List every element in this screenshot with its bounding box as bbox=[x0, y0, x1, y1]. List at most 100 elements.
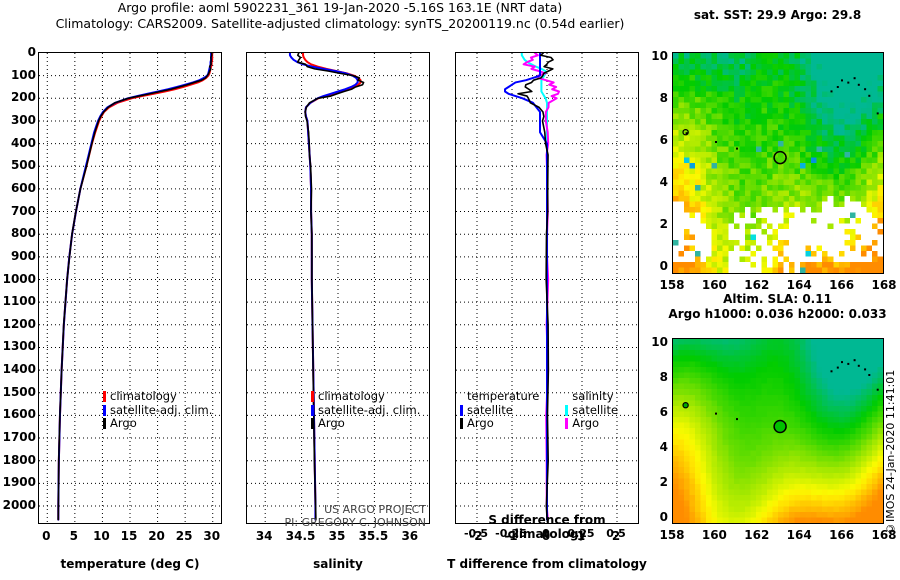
sla-map-panel bbox=[672, 338, 884, 524]
map-lon-tick-label: 158 bbox=[659, 528, 685, 542]
t-difference-tick-label: 0 bbox=[541, 529, 551, 543]
project-credit: US ARGO PROJECT PI: GREGORY C. JOHNSON bbox=[250, 503, 426, 529]
temperature-axis-label: temperature (deg C) bbox=[60, 557, 200, 571]
legend-item: satellite bbox=[460, 402, 539, 418]
map-lon-tick-label: 164 bbox=[786, 278, 812, 292]
temperature-plot bbox=[39, 53, 221, 523]
t-difference-tick-label: 1 bbox=[576, 529, 586, 543]
legend-column: temperature satellite Argo bbox=[460, 389, 540, 431]
map-lat-tick-label: 4 bbox=[659, 174, 668, 189]
map-lon-tick-label: 162 bbox=[744, 278, 770, 292]
map-lon-tick-label: 160 bbox=[701, 528, 727, 542]
depth-tick-label: 700 bbox=[10, 203, 36, 218]
map-lat-tick-label: 8 bbox=[659, 369, 668, 384]
legend-color-swatch bbox=[311, 418, 314, 430]
legend-label: Argo bbox=[467, 416, 494, 430]
legend-item: Argo bbox=[103, 416, 212, 431]
temperature-panel bbox=[38, 52, 222, 524]
depth-tick-label: 500 bbox=[10, 158, 36, 173]
sla-title-line-2: Argo h1000: 0.036 h2000: 0.033 bbox=[668, 307, 887, 321]
map-lon-tick-label: 168 bbox=[871, 278, 897, 292]
legend-color-swatch bbox=[460, 404, 463, 416]
map-lat-tick-label: 2 bbox=[659, 474, 668, 489]
legend-color-swatch bbox=[103, 418, 106, 430]
difference-plot bbox=[456, 53, 638, 523]
map-lon-tick-label: 158 bbox=[659, 278, 685, 292]
legend-label: satellite bbox=[467, 402, 513, 417]
map-lat-tick-label: 4 bbox=[659, 439, 668, 454]
salinity-panel bbox=[246, 52, 430, 524]
depth-tick-label: 400 bbox=[10, 135, 36, 150]
depth-tick-label: 1600 bbox=[2, 407, 36, 422]
difference-legend: temperature satellite Argo salinity satellit… bbox=[460, 389, 618, 431]
map-lon-tick-label: 160 bbox=[701, 278, 727, 292]
depth-tick-label: 1100 bbox=[2, 294, 36, 309]
map-lat-tick-label: 10 bbox=[651, 49, 668, 64]
temperature-tick-label: 25 bbox=[175, 529, 193, 543]
t-difference-tick-label: -2 bbox=[469, 529, 483, 543]
map-lat-tick-label: 6 bbox=[659, 404, 668, 419]
temperature-legend: climatology satellite-adj. clim. Argo bbox=[103, 389, 213, 431]
s-difference-tick-label: 0.5 bbox=[606, 527, 626, 540]
depth-tick-label: 100 bbox=[10, 67, 36, 82]
s-difference-tick-label: -0.5 bbox=[463, 527, 489, 540]
legend-item: Argo bbox=[565, 416, 618, 431]
legend-label: satellite-adj. clim. bbox=[110, 402, 213, 417]
legend-item: satellite-adj. clim. bbox=[311, 403, 420, 418]
depth-tick-label: 1800 bbox=[2, 452, 36, 467]
legend-color-swatch bbox=[311, 404, 314, 416]
title-line-1: Argo profile: aoml 5902231_361 19-Jan-20… bbox=[117, 0, 563, 15]
depth-tick-label: 2000 bbox=[2, 498, 36, 512]
salinity-tick-label: 36 bbox=[401, 529, 419, 543]
t-difference-axis-label: T difference from climatology bbox=[447, 557, 647, 571]
map-lat-tick-label: 2 bbox=[659, 216, 668, 231]
temperature-tick-label: 30 bbox=[203, 529, 221, 543]
legend-label: climatology bbox=[318, 389, 385, 403]
temperature-tick-label: 15 bbox=[120, 529, 138, 543]
t-difference-tick-label: -1 bbox=[504, 529, 518, 543]
depth-tick-label: 200 bbox=[10, 90, 36, 105]
legend-item: climatology bbox=[311, 389, 420, 404]
salinity-tick-label: 34 bbox=[255, 529, 273, 543]
s-difference-tick-label: -0.25 bbox=[495, 527, 527, 540]
depth-tick-label: 900 bbox=[10, 248, 36, 263]
depth-tick-label: 1400 bbox=[2, 362, 36, 377]
depth-tick-label: 1500 bbox=[2, 384, 36, 399]
map-lon-tick-label: 166 bbox=[829, 528, 855, 542]
depth-tick-label: 800 bbox=[10, 226, 36, 241]
temperature-tick-label: 5 bbox=[69, 529, 79, 543]
imos-credit: ©IMOS 24-Jan-2020 11:41:01 bbox=[884, 369, 897, 535]
legend-column-header: temperature bbox=[467, 389, 540, 403]
sla-map-title: Altim. SLA: 0.11 Argo h1000: 0.036 h2000… bbox=[665, 292, 890, 322]
map-lat-tick-label: 8 bbox=[659, 91, 668, 106]
salinity-tick-label: 35.5 bbox=[358, 529, 389, 543]
legend-color-swatch bbox=[103, 404, 106, 416]
t-difference-tick-label: 2 bbox=[611, 529, 621, 543]
legend-label: Argo bbox=[110, 416, 137, 430]
depth-tick-label: 1300 bbox=[2, 339, 36, 354]
map-lat-tick-label: 0 bbox=[659, 258, 668, 273]
depth-tick-label: 1000 bbox=[2, 271, 36, 286]
map-lon-tick-label: 164 bbox=[786, 528, 812, 542]
salinity-plot bbox=[247, 53, 429, 523]
legend-label: climatology bbox=[110, 389, 177, 403]
map-lat-tick-label: 6 bbox=[659, 132, 668, 147]
legend-color-swatch bbox=[311, 391, 314, 403]
salinity-tick-label: 35 bbox=[328, 529, 346, 543]
map-lon-tick-label: 166 bbox=[829, 278, 855, 292]
legend-column-header: salinity bbox=[572, 389, 614, 403]
depth-tick-label: 0 bbox=[27, 45, 36, 59]
map-lon-tick-label: 162 bbox=[744, 528, 770, 542]
depth-tick-label: 1900 bbox=[2, 475, 36, 490]
legend-color-swatch bbox=[103, 391, 106, 403]
salinity-axis-label: salinity bbox=[313, 557, 363, 571]
figure-title: Argo profile: aoml 5902231_361 19-Jan-20… bbox=[0, 0, 680, 32]
sst-map-panel bbox=[672, 52, 884, 274]
title-line-2: Climatology: CARS2009. Satellite-adjuste… bbox=[55, 16, 625, 31]
credit-line-2: PI: GREGORY C. JOHNSON bbox=[284, 516, 426, 529]
legend-color-swatch bbox=[460, 418, 463, 430]
legend-item: Argo bbox=[311, 416, 420, 431]
map-lon-tick-label: 168 bbox=[871, 528, 897, 542]
salinity-legend: climatology satellite-adj. clim. Argo bbox=[311, 389, 420, 431]
legend-label: Argo bbox=[318, 416, 345, 430]
